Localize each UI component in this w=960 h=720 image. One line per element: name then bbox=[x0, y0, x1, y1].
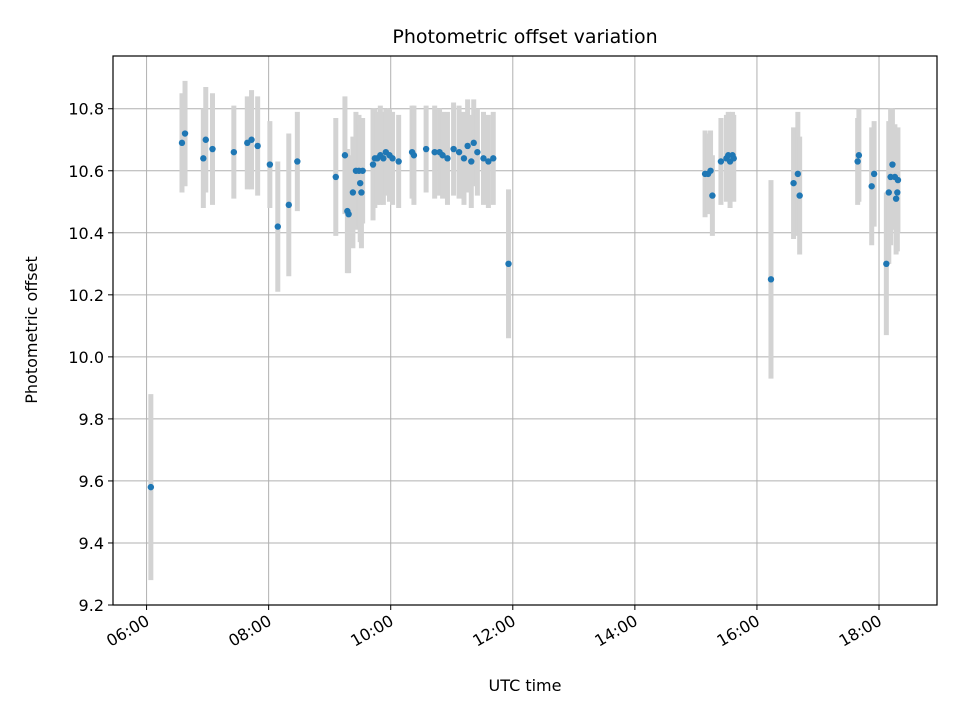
data-point bbox=[885, 189, 892, 196]
data-point bbox=[395, 158, 402, 165]
data-point bbox=[464, 142, 471, 150]
data-point bbox=[892, 195, 900, 202]
data-point bbox=[717, 158, 725, 165]
y-axis-title: Photometric offset bbox=[22, 256, 41, 404]
data-point bbox=[410, 152, 418, 159]
data-point bbox=[380, 155, 387, 162]
data-point bbox=[894, 189, 901, 196]
data-point bbox=[181, 130, 189, 137]
data-point bbox=[505, 260, 512, 268]
data-point bbox=[883, 260, 890, 268]
data-point bbox=[266, 161, 274, 168]
y-tick-label: 9.2 bbox=[79, 596, 104, 615]
data-point bbox=[474, 148, 481, 156]
data-point bbox=[790, 179, 797, 187]
data-point bbox=[209, 145, 216, 153]
data-point bbox=[178, 139, 186, 147]
data-point bbox=[870, 170, 878, 178]
data-point bbox=[285, 201, 292, 209]
data-point bbox=[422, 145, 430, 153]
data-point bbox=[147, 483, 155, 491]
data-point bbox=[439, 152, 446, 159]
y-tick-label: 10.6 bbox=[68, 162, 104, 181]
data-point bbox=[889, 161, 896, 168]
data-point bbox=[345, 210, 352, 218]
data-point bbox=[332, 173, 339, 181]
data-point bbox=[470, 139, 477, 147]
chart-title: Photometric offset variation bbox=[392, 26, 657, 48]
y-tick-label: 10.8 bbox=[68, 100, 104, 119]
data-point bbox=[444, 155, 451, 162]
data-points bbox=[147, 130, 902, 491]
data-point bbox=[460, 155, 468, 162]
data-point bbox=[341, 152, 349, 159]
data-point bbox=[709, 192, 716, 199]
data-point bbox=[767, 276, 775, 283]
data-point bbox=[894, 176, 902, 184]
data-point bbox=[369, 161, 377, 168]
data-point bbox=[855, 152, 863, 159]
data-point bbox=[868, 183, 875, 190]
data-point bbox=[294, 158, 301, 165]
data-point bbox=[431, 148, 438, 156]
data-point bbox=[230, 148, 238, 156]
data-point bbox=[357, 179, 364, 187]
y-axis-ticks: 9.2 9.4 9.6 9.8 10.0 10.2 10.4 10.6 10.8 bbox=[68, 100, 113, 615]
data-point bbox=[485, 158, 492, 165]
y-tick-label: 9.8 bbox=[79, 410, 104, 429]
data-point bbox=[349, 189, 357, 196]
y-tick-label: 9.6 bbox=[79, 472, 104, 491]
y-tick-label: 10.0 bbox=[68, 348, 104, 367]
data-point bbox=[796, 192, 803, 199]
data-point bbox=[200, 155, 207, 162]
y-tick-label: 10.2 bbox=[68, 286, 104, 305]
data-point bbox=[389, 155, 396, 162]
y-tick-label: 9.4 bbox=[79, 534, 104, 553]
data-point bbox=[358, 189, 365, 196]
data-point bbox=[854, 158, 861, 165]
data-point bbox=[707, 167, 714, 174]
data-point bbox=[490, 155, 497, 162]
data-point bbox=[248, 136, 255, 143]
x-axis-title: UTC time bbox=[489, 676, 562, 695]
data-point bbox=[794, 170, 802, 178]
plot-frame bbox=[112, 55, 938, 606]
data-point bbox=[274, 223, 281, 230]
data-point bbox=[359, 167, 366, 174]
data-point bbox=[202, 136, 209, 143]
data-point bbox=[450, 145, 457, 153]
data-point bbox=[468, 158, 475, 165]
data-point bbox=[480, 155, 487, 162]
data-point bbox=[455, 148, 463, 156]
data-point bbox=[254, 142, 261, 150]
y-tick-label: 10.4 bbox=[68, 224, 104, 243]
data-point bbox=[730, 155, 737, 162]
